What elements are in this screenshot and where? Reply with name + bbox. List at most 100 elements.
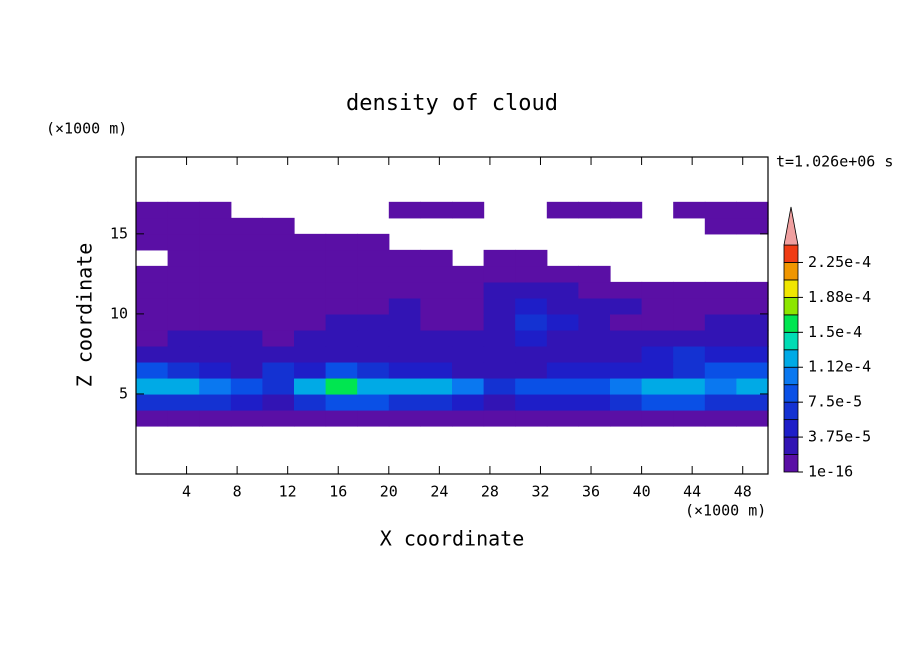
contour-cell — [230, 265, 263, 283]
contour-cell — [357, 409, 390, 427]
contour-cell — [357, 281, 390, 299]
contour-cell — [294, 361, 327, 379]
contour-cell — [483, 265, 516, 283]
contour-cell — [325, 361, 358, 379]
contour-cell — [262, 313, 295, 331]
contour-cell — [388, 361, 421, 379]
colorbar-label: 1.12e-4 — [808, 358, 871, 376]
contour-cell — [357, 313, 390, 331]
colorbar-label: 2.25e-4 — [808, 253, 871, 271]
contour-cell — [515, 409, 548, 427]
contour-cell — [483, 329, 516, 347]
contour-cell — [167, 313, 200, 331]
y-unit: (×1000 m) — [46, 120, 127, 138]
contour-cell — [483, 297, 516, 315]
contour-cell — [452, 377, 485, 395]
contour-cell — [167, 201, 200, 219]
contour-cell — [704, 201, 737, 219]
y-tick-label: 5 — [119, 384, 128, 402]
contour-cell — [641, 297, 674, 315]
y-tick-label: 10 — [110, 304, 128, 322]
contour-cell — [167, 249, 200, 267]
contour-cell — [294, 345, 327, 363]
contour-cell — [578, 281, 611, 299]
contour-cell — [452, 281, 485, 299]
contour-cell — [420, 281, 453, 299]
contour-cell — [167, 393, 200, 411]
contour-cell — [452, 361, 485, 379]
colorbar-segment — [783, 349, 799, 368]
contour-cell — [736, 281, 769, 299]
contour-cell — [388, 281, 421, 299]
chart-title: density of cloud — [346, 91, 558, 116]
contour-cell — [136, 233, 169, 251]
contour-cell — [420, 409, 453, 427]
contour-cell — [388, 409, 421, 427]
contour-cell — [262, 393, 295, 411]
contour-cell — [578, 329, 611, 347]
contour-cell — [452, 329, 485, 347]
contour-cell — [578, 265, 611, 283]
contour-cell — [704, 361, 737, 379]
contour-cell — [610, 345, 643, 363]
contour-cell — [515, 249, 548, 267]
contour-cell — [357, 345, 390, 363]
contour-cell — [199, 377, 232, 395]
time-label: t=1.026e+06 s — [776, 153, 893, 171]
x-axis-label: X coordinate — [380, 527, 525, 551]
contour-cell — [167, 409, 200, 427]
contour-cell — [736, 345, 769, 363]
contour-cell — [388, 377, 421, 395]
contour-cell — [704, 313, 737, 331]
contour-cell — [167, 297, 200, 315]
contour-cell — [199, 217, 232, 235]
contour-cell — [294, 297, 327, 315]
x-tick-label: 24 — [430, 483, 448, 501]
contour-cell — [230, 377, 263, 395]
contour-cell — [167, 217, 200, 235]
contour-cell — [420, 393, 453, 411]
contour-cell — [610, 281, 643, 299]
contour-cell — [452, 201, 485, 219]
contour-cell — [167, 265, 200, 283]
contour-cell — [578, 377, 611, 395]
contour-cell — [388, 297, 421, 315]
contour-cell — [262, 249, 295, 267]
contour-cell — [167, 361, 200, 379]
contour-cell — [641, 313, 674, 331]
contour-cell — [230, 281, 263, 299]
contour-cell — [388, 345, 421, 363]
contour-cell — [325, 297, 358, 315]
contour-cell — [546, 329, 579, 347]
contour-cell — [325, 281, 358, 299]
contour-cell — [420, 329, 453, 347]
contour-cell — [610, 409, 643, 427]
contour-cell — [294, 409, 327, 427]
contour-cell — [736, 361, 769, 379]
contour-cell — [452, 393, 485, 411]
contour-cell — [704, 409, 737, 427]
contour-cell — [167, 329, 200, 347]
contour-cell — [483, 409, 516, 427]
contour-cell — [388, 329, 421, 347]
contour-cell — [357, 249, 390, 267]
contour-cell — [736, 297, 769, 315]
contour-cell — [578, 361, 611, 379]
contour-cell — [230, 297, 263, 315]
contour-cell — [262, 265, 295, 283]
colorbar-label: 1e-16 — [808, 463, 853, 481]
colorbar-segment — [783, 331, 799, 351]
contour-cell — [420, 249, 453, 267]
contour-cell — [325, 265, 358, 283]
x-tick-label: 36 — [582, 483, 600, 501]
contour-cell — [673, 345, 706, 363]
colorbar-segment — [783, 384, 799, 403]
contour-cell — [357, 393, 390, 411]
contour-cell — [515, 297, 548, 315]
contour-cell — [578, 313, 611, 331]
contour-cell — [452, 409, 485, 427]
contour-cell — [515, 265, 548, 283]
contour-cell — [230, 393, 263, 411]
contour-cell — [199, 409, 232, 427]
